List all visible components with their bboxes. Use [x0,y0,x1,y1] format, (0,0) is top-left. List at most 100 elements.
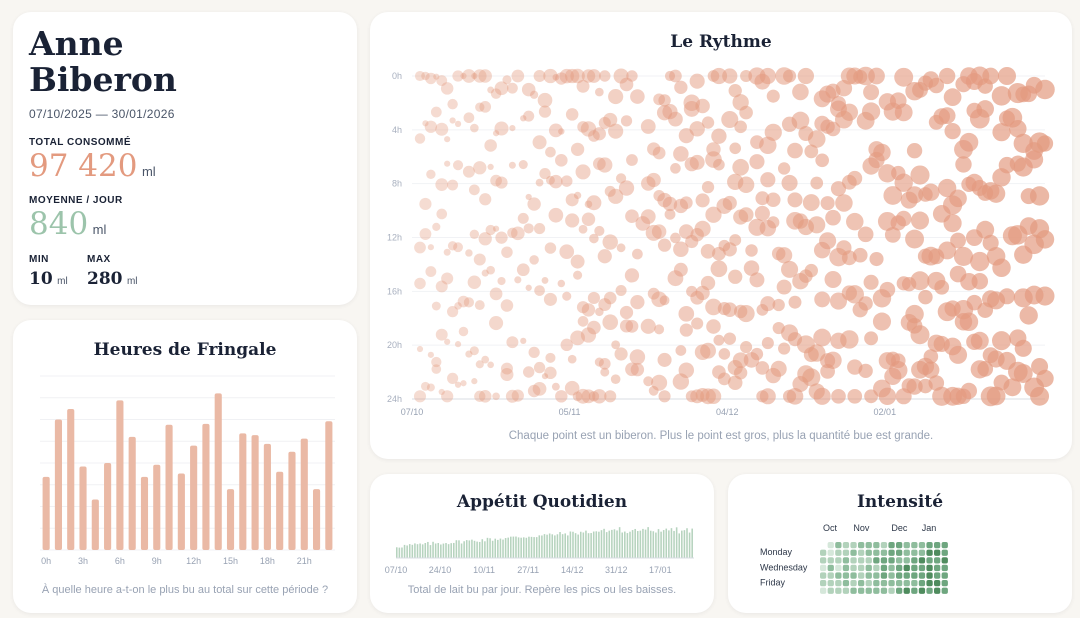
daily-bar [559,532,561,558]
feeding-point [533,222,546,235]
feeding-point [846,212,864,231]
feeding-point [718,348,731,360]
feeding-point [998,288,1015,305]
heatmap-cell [850,564,857,572]
heatmap-title: Intensité [856,492,944,512]
feeding-point [587,69,601,83]
feeding-point [533,70,546,82]
feeding-point [970,331,989,350]
feeding-point [506,336,519,349]
feeding-point [977,361,994,377]
feeding-point [435,280,448,293]
heatmap-cell [842,542,850,549]
feeding-point [647,142,661,156]
feeding-point [858,296,873,311]
feeding-point [656,105,673,121]
feeding-point [675,345,687,356]
rhythm-x-tick: 04/12 [716,407,739,417]
hours-bar [42,476,50,550]
heatmap-cell [911,549,918,556]
hours-chart: 0h 3h 6h 9h 12h 15h 18h 21h [40,375,335,566]
hours-title: Heures de Fringale [93,340,277,360]
feeding-point [641,176,656,191]
feeding-point [653,189,665,202]
feeding-point [878,387,897,406]
feeding-point [433,73,440,80]
daily-bar [678,533,681,558]
feeding-point [658,94,671,107]
feeding-point [545,146,556,158]
feeding-point [584,200,593,209]
heatmap-cell [827,557,834,564]
feeding-point [673,262,688,277]
min-value: 10 [29,269,53,289]
daily-x-tick: 10/11 [473,565,495,575]
feeding-point [651,374,668,391]
hours-tick-label: 15h [223,556,238,566]
feeding-point [695,193,710,208]
rhythm-caption: Chaque point est un biberon. Plus le poi… [508,430,934,442]
feeding-point [754,205,770,221]
max-unit: ml [126,276,138,287]
feeding-point [446,305,459,318]
feeding-point [586,195,602,211]
heatmap-cell [827,580,834,587]
hours-tick-label: 6h [115,556,125,566]
feeding-point [1014,339,1032,357]
heatmap-cell [850,542,857,549]
heatmap-cell [903,572,910,579]
feeding-point [452,70,464,82]
hours-bar [177,473,185,550]
feeding-point [565,213,580,228]
heatmap-cell [865,564,872,572]
feeding-point [474,390,486,402]
feeding-point [905,186,924,204]
heatmap-cell [911,557,918,564]
daily-bar [629,531,631,558]
heatmap-month-label: Jan [922,523,937,533]
feeding-point [598,116,611,129]
feeding-point [970,251,990,272]
feeding-point [414,277,426,290]
heatmap-cell [911,587,918,594]
feeding-point [454,341,462,348]
feeding-point [705,206,722,223]
feeding-point [454,120,462,127]
heatmap-cell [820,587,827,594]
daily-bar [657,529,660,558]
hours-bar [251,435,259,550]
heatmap-cell [926,557,933,564]
feeding-point [487,86,495,94]
hours-bar [325,421,333,550]
feeding-point [804,144,819,159]
feeding-point [489,315,504,331]
hours-bar [226,489,235,550]
feeding-point [463,297,475,308]
feeding-point [976,100,994,118]
daily-x-tick: 24/10 [429,565,452,575]
feeding-point [497,276,506,286]
daily-bar [424,543,427,558]
feeding-point [541,373,549,380]
feeding-point [478,69,492,83]
feeding-point [521,82,536,97]
feeding-point [905,304,924,324]
feeding-point [722,242,737,257]
heatmap-cell [934,542,941,549]
feeding-point [955,156,972,173]
feeding-point [575,164,591,180]
feeding-point [825,209,841,226]
feeding-point [615,173,627,184]
feeding-point [673,146,689,162]
feeding-point [654,324,665,335]
feeding-point [549,174,563,189]
feeding-point [618,180,635,196]
feeding-point [555,72,568,85]
heatmap-month-label: Dec [891,523,908,533]
daily-bar [688,532,691,558]
feeding-point [489,287,503,301]
total-consumed: 97 420 ml [29,148,156,184]
daily-bar [605,532,608,558]
feeding-point [689,73,705,89]
feeding-point [473,161,487,175]
